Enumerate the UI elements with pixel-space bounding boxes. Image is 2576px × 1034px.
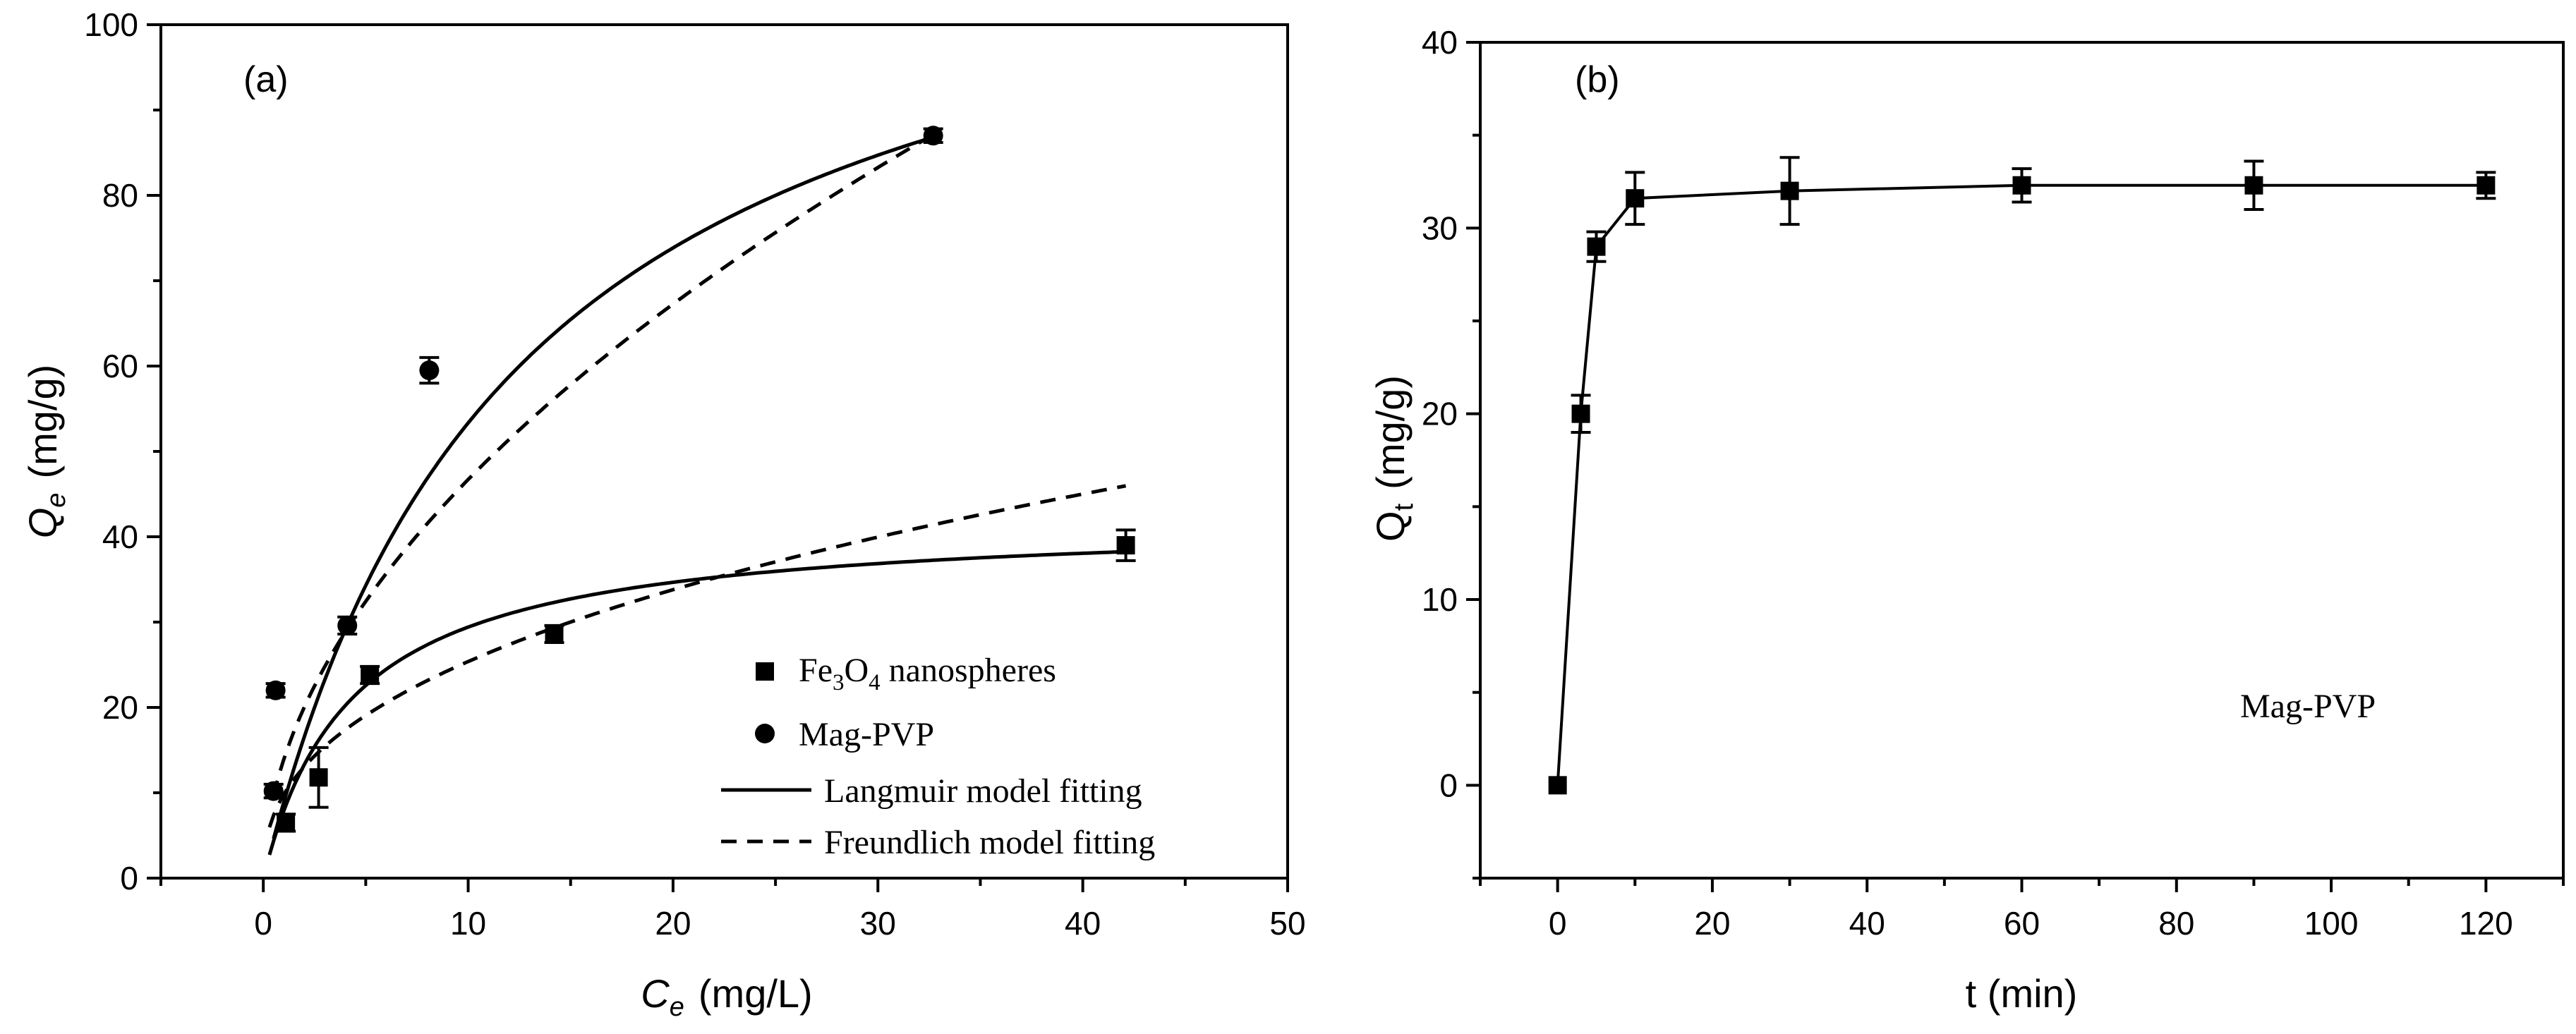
data-point-circle xyxy=(265,680,286,700)
legend-fe3o4-sub1: 3 xyxy=(833,670,845,695)
panel-a-x-axis-label: Ce (mg/L) xyxy=(641,971,812,1022)
legend-langmuir-label: Langmuir model fitting xyxy=(824,772,1142,810)
legend-fe3o4-label: Fe3O4 nanospheres xyxy=(799,652,1056,695)
panel-a-x-axis: 0 10 20 30 40 50 xyxy=(159,878,1306,942)
panel-b-data-points xyxy=(1548,156,2496,795)
y-label-sub: e xyxy=(42,493,71,508)
freundlich-fit-line-0 xyxy=(267,484,1127,828)
y-tick-label: 0 xyxy=(120,860,138,896)
b-y-label-sub: t xyxy=(1389,503,1419,511)
x-label-sub: e xyxy=(670,992,684,1022)
x-tick-label: 50 xyxy=(1269,905,1305,942)
panel-a-y-axis: 0 20 40 60 80 100 xyxy=(84,6,161,896)
x-tick-label: 40 xyxy=(1849,905,1885,942)
data-point-square xyxy=(2244,176,2263,195)
panel-a-plot-frame xyxy=(159,23,1289,880)
data-point-square xyxy=(1571,404,1590,423)
x-tick-label: 0 xyxy=(1549,905,1567,942)
legend-fe3o4-sub2: 4 xyxy=(869,670,881,695)
x-label-unit: (mg/L) xyxy=(699,971,813,1016)
y-tick-label: 100 xyxy=(84,6,138,43)
data-point-square xyxy=(277,813,296,832)
data-point-square xyxy=(1626,189,1645,208)
x-tick-label: 10 xyxy=(450,905,486,942)
panel-b-x-axis: 0 20 40 60 80 100 120 xyxy=(1479,878,2565,942)
data-point-square xyxy=(1780,181,1799,200)
panel-b-y-axis: 0 10 20 30 40 xyxy=(1422,24,1480,880)
panel-a-legend: Fe3O4 nanospheres Mag-PVP Langmuir model… xyxy=(721,652,1155,861)
x-tick-label: 120 xyxy=(2459,905,2513,942)
panel-a-chart: 0 10 20 30 40 50 0 20 40 60 80 100 (a) Fe3O4 nanos… xyxy=(20,6,1306,1022)
data-point-square xyxy=(1116,536,1135,555)
b-y-label-symbol: Q xyxy=(1368,511,1413,542)
legend-fe3o4-part3: nanospheres xyxy=(881,652,1056,689)
legend-marker-square xyxy=(756,662,774,681)
panel-a-label: (a) xyxy=(243,59,289,100)
y-tick-label: 30 xyxy=(1422,209,1458,246)
legend-fe3o4-part1: Fe xyxy=(799,652,833,689)
data-point-circle xyxy=(923,126,943,146)
legend-freundlich-label: Freundlich model fitting xyxy=(824,824,1155,861)
data-point-square xyxy=(545,624,564,643)
legend-fe3o4-part2: O xyxy=(845,652,869,689)
x-tick-label: 0 xyxy=(254,905,272,942)
y-tick-label: 0 xyxy=(1439,767,1458,803)
y-tick-label: 80 xyxy=(102,177,138,214)
y-tick-label: 40 xyxy=(1422,24,1458,61)
series-line xyxy=(1556,183,2486,786)
data-point-square xyxy=(1548,776,1567,795)
data-point-square xyxy=(2477,176,2496,195)
data-point-circle xyxy=(419,360,440,381)
panel-b-chart: 0 20 40 60 80 100 120 0 10 20 30 40 (b) Mag-PVP t … xyxy=(1368,24,2565,1016)
panel-a-data-points xyxy=(263,126,1136,833)
data-point-circle xyxy=(337,615,358,635)
y-tick-label: 20 xyxy=(102,689,138,726)
panel-a-fit-curves xyxy=(267,133,1127,856)
panel-b-annotation: Mag-PVP xyxy=(2240,688,2376,725)
x-tick-label: 20 xyxy=(655,905,691,942)
y-label-unit: (mg/g) xyxy=(20,365,65,479)
panel-b-y-axis-label: Qt (mg/g) xyxy=(1368,375,1419,542)
data-point-circle xyxy=(263,781,284,801)
legend-marker-circle xyxy=(755,724,775,743)
panel-a-y-axis-label: Qe (mg/g) xyxy=(20,365,71,539)
data-point-square xyxy=(361,666,380,685)
y-tick-label: 60 xyxy=(102,348,138,384)
legend-mag-pvp-label: Mag-PVP xyxy=(799,716,934,753)
freundlich-fit-line-1 xyxy=(272,133,934,796)
y-label-symbol: Q xyxy=(20,508,65,539)
x-tick-label: 80 xyxy=(2158,905,2194,942)
x-tick-label: 60 xyxy=(2004,905,2040,942)
langmuir-fit-line-0 xyxy=(267,549,1126,856)
langmuir-fit-line-1 xyxy=(272,135,934,839)
panel-b-x-axis-label: t (min) xyxy=(1966,971,2078,1016)
x-tick-label: 20 xyxy=(1694,905,1730,942)
b-y-label-unit: (mg/g) xyxy=(1368,375,1413,489)
x-label-symbol: C xyxy=(641,971,670,1016)
panel-b-label: (b) xyxy=(1575,59,1620,100)
y-tick-label: 10 xyxy=(1422,581,1458,618)
x-tick-label: 40 xyxy=(1065,905,1101,942)
data-point-square xyxy=(1587,237,1606,256)
panel-b-series-line xyxy=(1556,183,2486,786)
y-tick-label: 40 xyxy=(102,518,138,555)
y-tick-label: 20 xyxy=(1422,396,1458,432)
x-tick-label: 100 xyxy=(2304,905,2359,942)
data-point-square xyxy=(2012,176,2031,195)
x-tick-label: 30 xyxy=(860,905,896,942)
data-point-square xyxy=(309,768,328,787)
